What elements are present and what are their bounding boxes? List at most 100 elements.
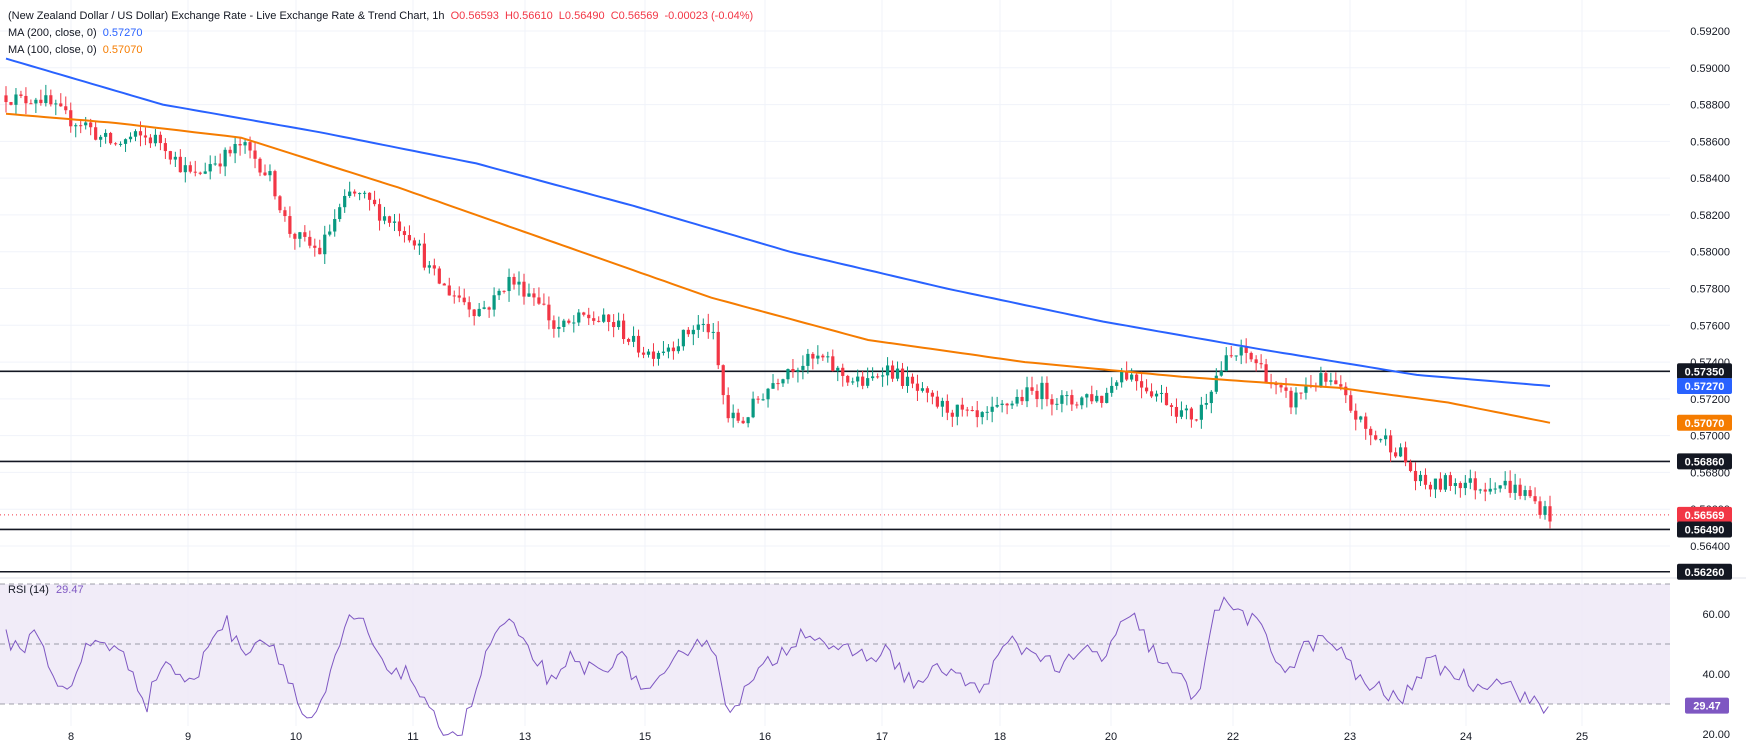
candle — [1498, 485, 1502, 493]
candle-body — [1478, 489, 1482, 491]
candle — [751, 391, 755, 419]
candle-body — [1110, 385, 1114, 393]
candle-body — [158, 134, 162, 144]
rsi-legend[interactable]: RSI (14) 29.47 — [8, 583, 84, 597]
candle — [1095, 390, 1099, 403]
candle — [1369, 426, 1373, 446]
rsi-last-bg — [1685, 697, 1729, 714]
candle-body — [248, 142, 252, 151]
candle-body — [552, 320, 556, 329]
candle — [1080, 396, 1084, 410]
candle-body — [925, 388, 930, 393]
candle — [741, 416, 745, 425]
candle — [253, 142, 257, 169]
candle — [920, 382, 925, 393]
candle-body — [791, 369, 795, 372]
rsi-axis[interactable]: 60.00 40.00 20.00 29.47 — [1685, 609, 1730, 741]
candle-body — [876, 376, 880, 378]
candle-body — [1398, 447, 1403, 457]
price-axis[interactable]: 0.59200 0.59000 0.58800 0.58600 0.58400 0.582… — [1690, 26, 1730, 553]
candle-body — [631, 335, 636, 342]
candle-body — [1324, 373, 1328, 382]
candle — [602, 308, 606, 324]
candle — [293, 232, 297, 250]
candle-body — [1244, 347, 1248, 353]
candle — [19, 90, 23, 99]
candle — [1050, 394, 1054, 416]
candle-body — [1279, 385, 1283, 388]
candle — [1149, 383, 1154, 399]
price-label-text: 0.57350 — [1685, 366, 1725, 378]
candle-body — [975, 410, 979, 418]
candle — [781, 378, 785, 387]
candle-body — [970, 410, 974, 412]
candle — [651, 343, 656, 367]
candle-body — [1105, 392, 1109, 403]
candle-body — [1498, 485, 1502, 489]
candle-body — [861, 376, 865, 386]
candle — [1359, 415, 1363, 423]
candle-body — [59, 103, 63, 107]
time-tick-label: 15 — [639, 731, 651, 743]
candle-body — [138, 131, 143, 136]
price-tick-label: 0.57000 — [1690, 431, 1730, 443]
candle-body — [1075, 404, 1079, 406]
candle — [1528, 485, 1532, 499]
candle-body — [895, 368, 900, 379]
candle-body — [1015, 396, 1019, 404]
symbol-title[interactable]: (New Zealand Dollar / US Dollar) Exchang… — [8, 10, 445, 22]
candle-body — [253, 150, 257, 159]
candle — [1130, 368, 1134, 382]
candle-body — [547, 304, 551, 321]
candle-body — [348, 191, 352, 196]
time-tick-label: 24 — [1460, 731, 1472, 743]
candle-body — [831, 356, 835, 371]
candle — [477, 302, 481, 317]
candle — [960, 397, 964, 417]
candle-body — [507, 276, 511, 292]
candle — [1488, 477, 1492, 495]
time-axis[interactable]: 8 9 10 11 13 15 16 17 18 20 22 23 24 25 — [68, 731, 1588, 743]
candle — [158, 131, 162, 151]
candle — [517, 271, 521, 296]
candle-body — [691, 329, 695, 335]
price-label-text: 0.57070 — [1685, 418, 1725, 430]
price-tick-label: 0.58800 — [1690, 100, 1730, 112]
candle-body — [89, 122, 93, 128]
candle — [1214, 368, 1218, 395]
candle-body — [432, 265, 436, 269]
candle — [756, 396, 760, 404]
candle — [1055, 398, 1059, 411]
candle-body — [283, 210, 287, 217]
price-label-text: 0.57270 — [1685, 381, 1725, 393]
candle-body — [268, 171, 272, 176]
candle-body — [293, 233, 297, 239]
candle-body — [746, 417, 750, 424]
ma200-legend[interactable]: MA (200, close, 0) 0.57270 — [8, 26, 142, 40]
candle-body — [143, 135, 148, 138]
candle — [1408, 459, 1413, 473]
candle — [208, 155, 212, 180]
price-label-level: 0.56860 — [1677, 453, 1732, 470]
candle — [1324, 370, 1328, 388]
candle — [1463, 475, 1467, 496]
candle-body — [1135, 374, 1139, 382]
candle-body — [711, 331, 715, 333]
candle — [133, 129, 138, 142]
candle-body — [836, 367, 840, 371]
time-tick-label: 25 — [1576, 731, 1588, 743]
candle-body — [367, 192, 372, 200]
ma100-legend[interactable]: MA (100, close, 0) 0.57070 — [8, 43, 142, 57]
candle — [1334, 372, 1338, 385]
candle-body — [696, 324, 700, 330]
candle — [74, 123, 78, 138]
candle-body — [123, 139, 128, 144]
price-tick-label: 0.56800 — [1690, 467, 1730, 479]
candle — [1010, 400, 1014, 410]
candle — [1194, 418, 1198, 422]
candle-body — [372, 199, 377, 205]
candle-body — [900, 368, 905, 386]
candle-body — [118, 143, 123, 145]
candle — [771, 374, 775, 389]
candle — [636, 329, 641, 358]
